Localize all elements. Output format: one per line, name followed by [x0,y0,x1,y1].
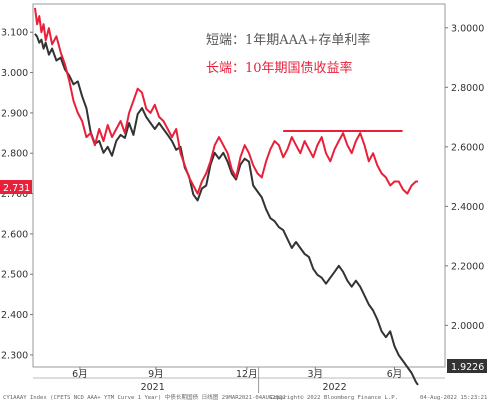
left-tick-label: 2.900 [1,108,28,119]
series-short-line [34,33,419,386]
x-tick-label: 3月 [308,369,324,380]
plot-frame [32,3,446,368]
footer-date: 04-Aug-2022 15:23:21 [420,395,487,401]
legend-long: 长端：10年期国债收益率 [206,60,353,76]
right-tick-label: 3.0000 [451,23,484,34]
left-axis: 3.100 3.000 2.900 2.800 2.700 2.600 2.500 2.400… [1,28,33,361]
left-tick-label: 2.800 [1,149,28,160]
last-value-right-tag: 1.9226 [447,359,487,373]
left-tick-label: 2.700 [1,189,28,200]
left-tick-label: 2.400 [1,310,28,321]
last-value-right: 1.9226 [451,362,484,373]
right-tick-label: 2.2000 [451,261,484,272]
right-axis: 3.0000 2.8000 2.6000 2.4000 2.2000 2.0000 [445,23,484,332]
x-axis: 6月 9月 12月 3月 6月 2021 2022 [72,367,402,393]
x-tick-label: 6月 [72,369,88,380]
right-tick-label: 2.0000 [451,321,484,332]
right-tick-label: 2.4000 [451,202,484,213]
footer-right: Copyright© 2022 Bloomberg Finance L.P. [270,395,398,401]
left-tick-label: 2.500 [1,270,28,281]
x-tick-label: 12月 [236,369,258,380]
right-tick-label: 2.6000 [451,142,484,153]
left-tick-label: 2.600 [1,229,28,240]
x-year-label: 2021 [141,382,165,393]
series-long-line [34,7,418,195]
series-group [34,7,419,386]
x-tick-label: 6月 [387,369,403,380]
left-tick-label: 3.100 [1,28,28,39]
legend-short: 短端：1年期AAA+存单利率 [206,32,370,48]
left-tick-label: 3.000 [1,68,28,79]
x-tick-label: 9月 [148,369,164,380]
x-year-label: 2022 [322,382,346,393]
last-value-left: 2.731 [3,183,30,194]
last-value-left-tag: 2.731 [0,180,32,194]
left-tick-label: 2.300 [1,350,28,361]
footer-left: CY1AAAY Index (CFETS NCD AAA+ YTM Curve … [3,393,286,401]
right-tick-label: 2.8000 [451,83,484,94]
